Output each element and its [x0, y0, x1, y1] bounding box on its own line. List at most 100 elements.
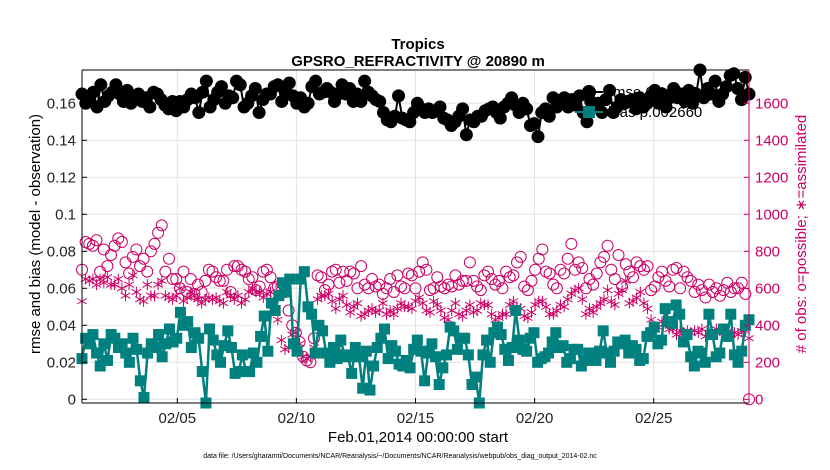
y-right-tick-label: 200 [755, 354, 780, 371]
obs-possible-point [123, 267, 136, 280]
bias-point [196, 366, 208, 378]
obs-assimilated-point [323, 288, 334, 300]
obs-assimilated-point [174, 282, 185, 294]
obs-possible-point [489, 278, 502, 291]
bias-point [477, 349, 489, 361]
legend-bias-marker [583, 106, 595, 118]
bias-point [579, 354, 591, 366]
obs-possible-point [108, 239, 121, 252]
bias-point [94, 360, 106, 372]
obs-possible-point [416, 256, 429, 269]
bias-point [528, 327, 540, 339]
x-tick-label: 02/15 [397, 410, 435, 427]
bias-point [666, 317, 678, 329]
obs-assimilated-point [240, 293, 251, 305]
bias-point [120, 347, 132, 359]
bias-point [484, 356, 496, 368]
bias-point [346, 367, 358, 379]
bias-point [415, 345, 427, 357]
bias-point [306, 308, 318, 320]
x-tick-label: 02/05 [159, 410, 197, 427]
bias-point [550, 327, 562, 339]
obs-possible-point [246, 271, 259, 284]
bias-point [677, 336, 689, 348]
obs-possible-point [474, 284, 487, 297]
rmse-point [196, 85, 210, 99]
y-left-tick-label: 0 [68, 391, 76, 408]
obs-possible-point [155, 219, 168, 232]
bias-point [732, 356, 744, 368]
obs-possible-point [445, 280, 458, 293]
bias-point [590, 354, 602, 366]
bias-point [87, 329, 99, 341]
obs-possible-point [608, 273, 621, 286]
bias-point [266, 297, 278, 309]
obs-possible-point [166, 273, 179, 286]
y-right-tick-label: 0 [755, 391, 763, 408]
obs-assimilated-point [540, 301, 552, 313]
rmse-point [199, 74, 213, 88]
obs-possible-point [543, 267, 556, 280]
obs-assimilated-point [131, 286, 142, 298]
obs-possible-point [514, 250, 527, 263]
bias-point [688, 360, 700, 372]
bias-point [298, 266, 310, 278]
obs-possible-point [634, 260, 647, 273]
bias-point [630, 343, 642, 355]
bias-point [492, 321, 504, 333]
bias-point [470, 371, 482, 383]
bias-point [502, 354, 514, 366]
bias-point [102, 354, 114, 366]
obs-possible-point [587, 278, 600, 291]
obs-possible-point [420, 263, 433, 276]
bias-point [302, 301, 314, 313]
bias-point [670, 299, 682, 311]
obs-assimilated-point [642, 303, 653, 315]
bias-point [320, 347, 332, 359]
obs-possible-point [144, 245, 157, 258]
bias-point [386, 340, 398, 352]
obs-possible-point [685, 274, 697, 287]
footnote: data file: /Users/gharamti/Documents/NCA… [203, 453, 597, 460]
bias-point [225, 342, 237, 353]
bias-point [703, 308, 715, 320]
bias-point [251, 356, 263, 368]
bias-point [437, 362, 449, 374]
bias-point [430, 351, 442, 363]
y-right-tick-label: 1600 [755, 95, 788, 112]
rmse-point [94, 78, 108, 92]
obs-possible-point [710, 282, 723, 295]
bias-point [247, 347, 259, 359]
obs-possible-point [735, 276, 748, 289]
bias-point [222, 325, 234, 337]
bias-point [440, 349, 452, 361]
bias-point [637, 353, 649, 365]
bias-point [127, 332, 139, 344]
obs-assimilated-point [406, 303, 417, 315]
obs-assimilated-point [464, 299, 475, 311]
bias-point [564, 353, 576, 365]
obs-possible-point [137, 252, 150, 265]
obs-assimilated-point [635, 286, 646, 298]
bias-point [313, 319, 325, 331]
rmse-point [738, 70, 752, 84]
x-tick-label: 02/10 [278, 410, 316, 427]
legend: rmse 0.16062 bias p.002660 [575, 84, 702, 121]
bias-point [645, 327, 657, 339]
y-right-tick-label: 1400 [755, 132, 788, 149]
bias-point [116, 338, 128, 350]
obs-assimilated-point [149, 290, 160, 302]
bias-point [681, 329, 693, 341]
obs-assimilated-point [341, 299, 352, 311]
bias-point [142, 347, 154, 359]
obs-possible-point [438, 282, 451, 295]
bias-point [80, 332, 92, 344]
obs-assimilated-point [337, 290, 349, 302]
obs-assimilated-point [272, 314, 283, 326]
rmse-point [392, 89, 406, 103]
obs-assimilated-point [330, 303, 341, 315]
bias-point [149, 342, 161, 353]
bias-point [506, 342, 518, 353]
rmse-point [459, 128, 473, 142]
